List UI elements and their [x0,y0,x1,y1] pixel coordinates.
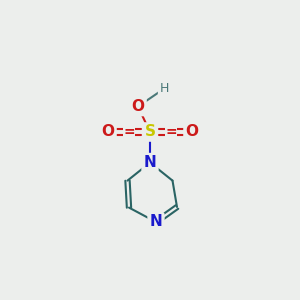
Text: N: N [150,214,162,230]
Text: O: O [131,99,145,114]
Text: =: = [123,125,135,139]
Text: H: H [160,82,169,95]
Text: =: = [165,125,177,139]
Text: O: O [101,124,115,140]
Text: N: N [144,155,156,170]
Text: O: O [185,124,199,140]
Text: S: S [145,124,155,140]
